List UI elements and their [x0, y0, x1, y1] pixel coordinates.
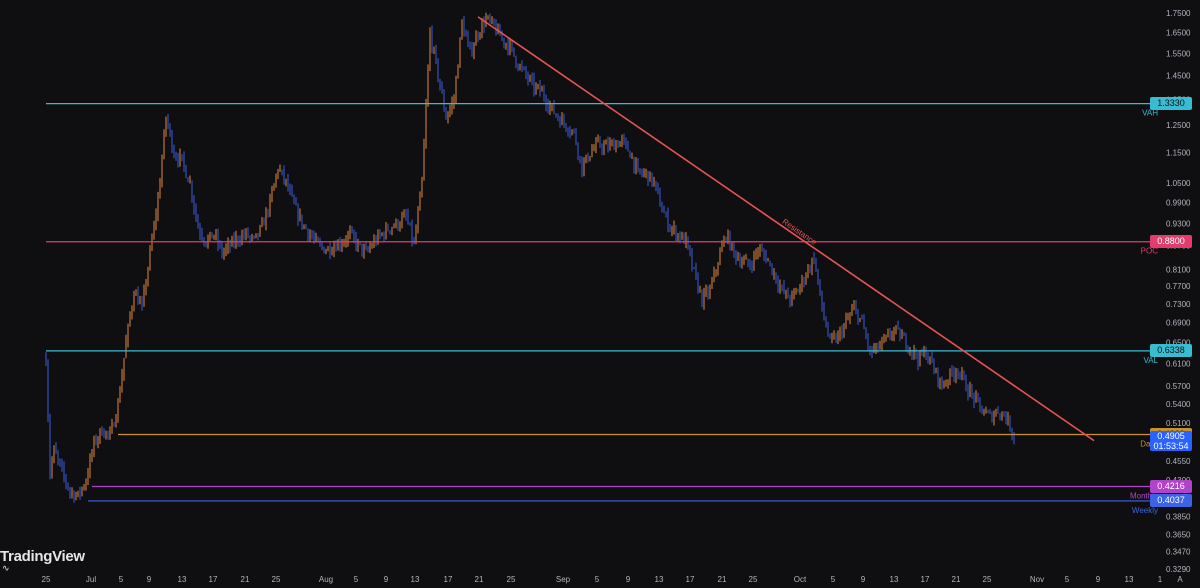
level-price-tag-val: 0.6338: [1150, 344, 1192, 358]
level-price-tag-weekly: 0.4037: [1150, 494, 1192, 508]
time-tick-label: 9: [147, 575, 152, 584]
time-tick-label: 9: [861, 575, 866, 584]
level-price-tag-monthly: 0.4216: [1150, 480, 1192, 493]
time-tick-label: 17: [686, 575, 695, 584]
time-tick-label: 5: [595, 575, 600, 584]
price-tick-label: 0.6100: [1166, 360, 1191, 369]
auto-scale-icon[interactable]: A: [1177, 575, 1183, 584]
price-tick-label: 1.4500: [1166, 72, 1191, 81]
price-tick-label: 0.8100: [1166, 265, 1191, 274]
current-price-value: 0.4905: [1157, 431, 1185, 442]
price-tick-label: 0.9900: [1166, 199, 1191, 208]
price-tick-label: 0.9300: [1166, 219, 1191, 228]
level-label-poc: POC: [1141, 247, 1159, 256]
level-label-val: VAL: [1143, 356, 1158, 365]
level-label-vah: VAH: [1142, 109, 1158, 118]
price-tick-label: 0.6900: [1166, 319, 1191, 328]
time-tick-label: 25: [983, 575, 992, 584]
time-tick-label: 21: [718, 575, 727, 584]
resistance-trendline: [477, 16, 1095, 442]
time-tick-label: 9: [626, 575, 631, 584]
time-tick-label: 17: [209, 575, 218, 584]
time-tick-label: 21: [952, 575, 961, 584]
time-tick-label: Jul: [86, 575, 96, 584]
current-price-tag: 0.4905 01:53:54: [1150, 431, 1192, 452]
time-tick-label: 21: [241, 575, 250, 584]
time-tick-label: 17: [921, 575, 930, 584]
price-tick-label: 1.2500: [1166, 121, 1191, 130]
time-tick-label: 13: [411, 575, 420, 584]
price-tick-label: 0.5700: [1166, 382, 1191, 391]
time-tick-label: 5: [354, 575, 359, 584]
time-tick-label: 25: [507, 575, 516, 584]
time-tick-label: 5: [119, 575, 124, 584]
time-tick-label: 13: [655, 575, 664, 584]
time-tick-label: Oct: [794, 575, 807, 584]
price-tick-label: 1.6500: [1166, 29, 1191, 38]
time-tick-label: 5: [831, 575, 836, 584]
price-tick-label: 1.1500: [1166, 149, 1191, 158]
level-price-tag-vah: 1.3330: [1150, 97, 1192, 111]
time-axis[interactable]: 25 Jul 5 9 13 17 21 25 Aug 5 9 13 17 21 25 Sep 5 9 13 17 21 2…: [42, 575, 1184, 584]
price-tick-label: 1.5500: [1166, 49, 1191, 58]
time-tick-label: 25: [272, 575, 281, 584]
price-tick-label: 0.5400: [1166, 400, 1191, 409]
level-label-weekly: Weekly: [1132, 506, 1158, 515]
price-tick-label: 1.7500: [1166, 9, 1191, 18]
price-tick-label: 0.3290: [1166, 565, 1191, 574]
watermark-text: TradingView: [0, 548, 85, 565]
tradingview-logo-icon: ∿: [2, 564, 10, 574]
level-price-tag-poc: 0.8800: [1150, 235, 1192, 249]
time-tick-label: 13: [178, 575, 187, 584]
price-tick-label: 0.7700: [1166, 282, 1191, 291]
price-tick-label: 0.7300: [1166, 300, 1191, 309]
time-tick-label: 9: [1096, 575, 1101, 584]
time-tick-label: 5: [1065, 575, 1070, 584]
price-tick-label: 0.6500: [1166, 339, 1191, 348]
time-tick-label: Nov: [1030, 575, 1044, 584]
price-tick-label: 0.3470: [1166, 547, 1191, 556]
price-tick-label: 0.3650: [1166, 531, 1191, 540]
level-label-daily: Daily: [1140, 440, 1158, 449]
level-label-monthly: Monthly: [1130, 492, 1158, 501]
time-tick-label: 17: [444, 575, 453, 584]
bar-countdown: 01:53:54: [1153, 441, 1189, 452]
time-tick-label: 13: [890, 575, 899, 584]
time-tick-label: 1: [1158, 575, 1163, 584]
price-tick-label: 0.5100: [1166, 419, 1191, 428]
time-tick-label: Sep: [556, 575, 571, 584]
tradingview-watermark: TradingView ∿: [0, 549, 85, 574]
price-tick-label: 0.4550: [1166, 457, 1191, 466]
price-tick-label: 0.3850: [1166, 513, 1191, 522]
price-tick-label: 1.0500: [1166, 179, 1191, 188]
time-tick-label: 13: [1125, 575, 1134, 584]
time-tick-label: 25: [749, 575, 758, 584]
time-tick-label: 9: [384, 575, 389, 584]
time-tick-label: 21: [475, 575, 484, 584]
time-tick-label: Aug: [319, 575, 333, 584]
time-tick-label: 25: [42, 575, 51, 584]
